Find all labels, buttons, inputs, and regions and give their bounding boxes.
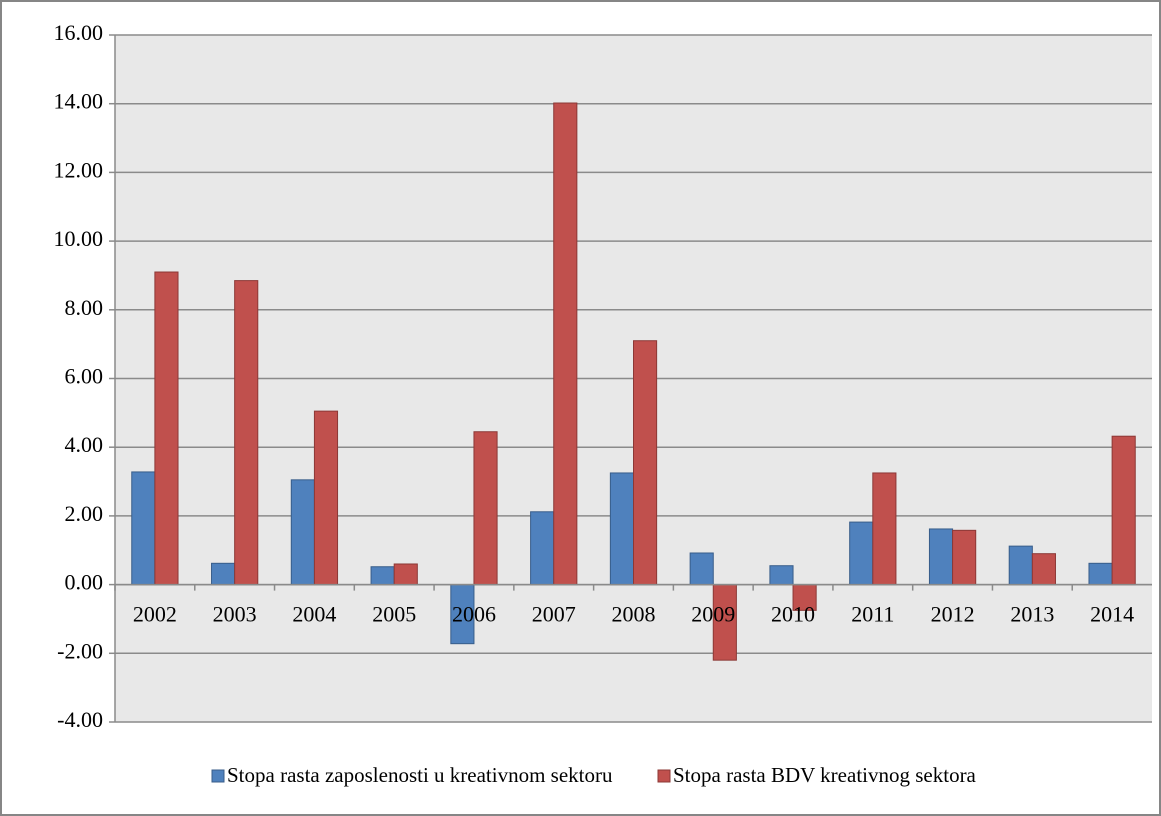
y-tick-label: -2.00 — [57, 638, 103, 663]
bar — [952, 529, 977, 586]
bar — [234, 280, 259, 586]
bar — [872, 472, 897, 586]
y-tick-label: 0.00 — [65, 570, 104, 595]
y-tick-label: 14.00 — [54, 89, 104, 114]
y-tick-label: 12.00 — [54, 157, 104, 182]
x-tick-label: 2010 — [771, 602, 815, 627]
x-tick-label: 2014 — [1090, 602, 1134, 627]
bar — [313, 410, 339, 586]
bar — [609, 472, 635, 586]
y-tick-label: -4.00 — [57, 707, 103, 732]
y-tick-label: 8.00 — [65, 295, 104, 320]
x-tick-label: 2011 — [851, 602, 894, 627]
bar — [928, 528, 954, 586]
bar — [553, 102, 578, 586]
x-tick-label: 2004 — [292, 602, 336, 627]
bar — [211, 562, 236, 586]
bar — [370, 566, 395, 586]
bar — [1008, 545, 1033, 586]
x-tick-label: 2002 — [133, 602, 177, 627]
bar — [769, 565, 794, 586]
x-tick-label: 2013 — [1010, 602, 1054, 627]
x-tick-label: 2012 — [931, 602, 975, 627]
y-tick-label: 10.00 — [54, 226, 104, 251]
y-tick-label: 2.00 — [65, 501, 104, 526]
bar — [393, 563, 418, 586]
y-tick-label: 6.00 — [65, 364, 104, 389]
bar — [689, 552, 714, 586]
x-tick-label: 2006 — [452, 602, 496, 627]
y-tick-label: 4.00 — [65, 432, 104, 457]
x-tick-label: 2003 — [213, 602, 257, 627]
bar — [1111, 435, 1136, 586]
bar — [290, 479, 315, 586]
bar — [849, 521, 874, 586]
legend-swatch — [657, 769, 671, 783]
x-tick-label: 2007 — [532, 602, 576, 627]
bar — [154, 271, 179, 586]
x-tick-label: 2005 — [372, 602, 416, 627]
y-tick-label: 16.00 — [54, 20, 104, 45]
legend-swatch — [211, 769, 225, 783]
bar — [1031, 553, 1056, 586]
legend: Stopa rasta zaposlenosti u kreativnom se… — [211, 763, 977, 787]
bar — [131, 471, 156, 586]
bar — [1088, 562, 1113, 586]
x-tick-label: 2008 — [612, 602, 656, 627]
x-tick-label: 2009 — [691, 602, 735, 627]
bar — [473, 431, 498, 586]
legend-label: Stopa rasta BDV kreativnog sektora — [673, 763, 977, 787]
bar — [633, 340, 658, 586]
legend-label: Stopa rasta zaposlenosti u kreativnom se… — [227, 763, 613, 787]
bar — [530, 511, 555, 586]
